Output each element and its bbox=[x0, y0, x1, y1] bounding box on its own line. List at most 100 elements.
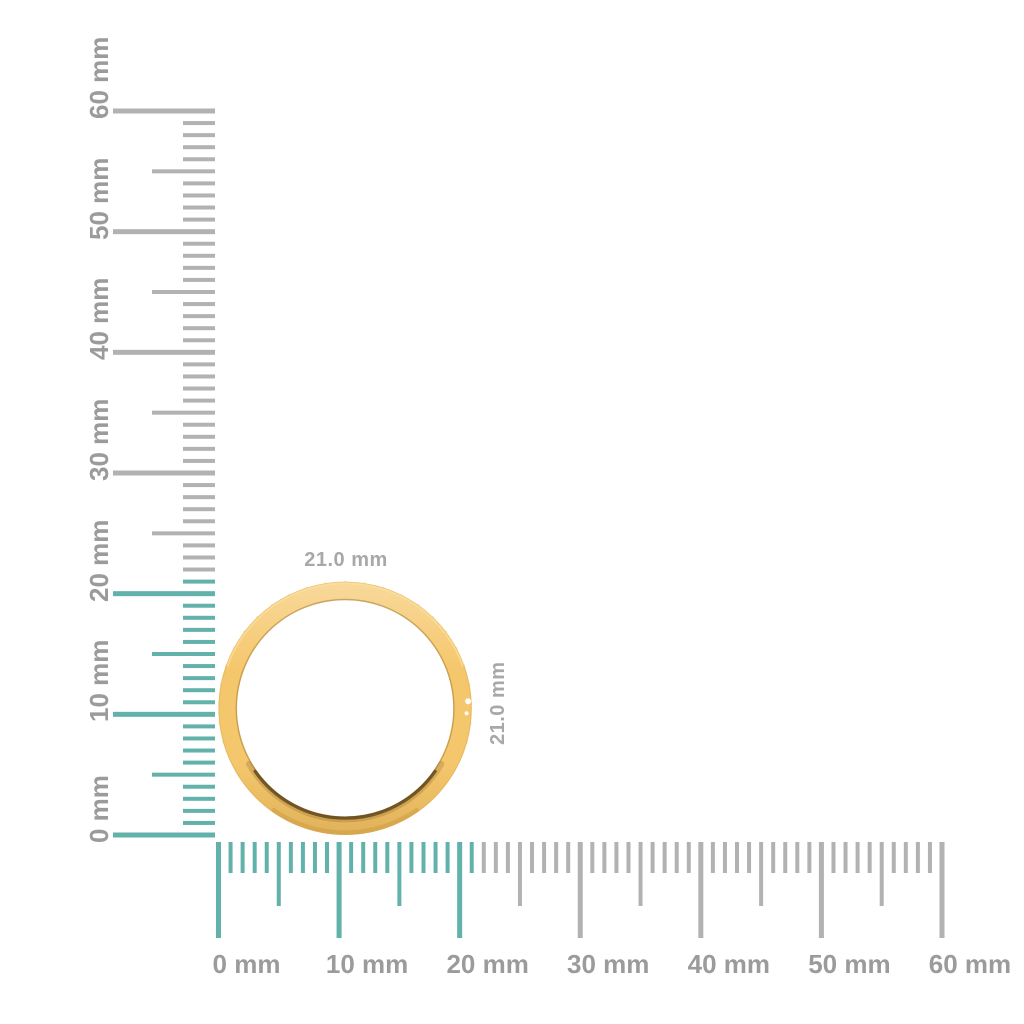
vertical-ruler-tick-30mm bbox=[113, 470, 215, 476]
horizontal-ruler-tick-4mm bbox=[264, 842, 269, 873]
vertical-ruler-tick-1mm bbox=[183, 820, 215, 825]
vertical-ruler-tick-41mm bbox=[183, 338, 215, 343]
horizontal-ruler-tick-16mm bbox=[409, 842, 414, 873]
vertical-ruler-tick-47mm bbox=[183, 265, 215, 270]
horizontal-ruler-tick-41mm bbox=[710, 842, 715, 873]
vertical-ruler-tick-51mm bbox=[183, 217, 215, 222]
horizontal-ruler-tick-35mm bbox=[638, 842, 643, 906]
vertical-ruler-tick-49mm bbox=[183, 241, 215, 246]
diamond-glint bbox=[465, 698, 472, 705]
vertical-ruler-tick-31mm bbox=[183, 458, 215, 463]
vertical-ruler-label-20mm: 20 mm bbox=[84, 519, 114, 602]
horizontal-ruler-tick-59mm bbox=[927, 842, 932, 873]
vertical-ruler-tick-11mm bbox=[183, 700, 215, 705]
vertical-ruler-tick-13mm bbox=[183, 676, 215, 681]
horizontal-ruler-tick-46mm bbox=[771, 842, 776, 873]
horizontal-ruler-tick-53mm bbox=[855, 842, 860, 873]
vertical-ruler-tick-38mm bbox=[183, 374, 215, 379]
horizontal-ruler-tick-9mm bbox=[325, 842, 330, 873]
horizontal-ruler-tick-15mm bbox=[397, 842, 402, 906]
vertical-ruler-tick-60mm bbox=[113, 108, 215, 114]
horizontal-ruler-tick-54mm bbox=[867, 842, 872, 873]
horizontal-ruler-tick-32mm bbox=[602, 842, 607, 873]
vertical-ruler-tick-28mm bbox=[183, 495, 215, 500]
horizontal-ruler-label-20mm: 20 mm bbox=[446, 949, 529, 979]
vertical-ruler-label-0mm: 0 mm bbox=[84, 775, 114, 843]
horizontal-ruler-label-0mm: 0 mm bbox=[212, 949, 281, 979]
horizontal-ruler-tick-48mm bbox=[795, 842, 800, 873]
vertical-ruler bbox=[113, 108, 215, 838]
vertical-ruler-tick-34mm bbox=[183, 422, 215, 427]
vertical-ruler-tick-46mm bbox=[183, 277, 215, 282]
vertical-ruler-tick-50mm bbox=[113, 229, 215, 235]
vertical-ruler-tick-40mm bbox=[113, 349, 215, 355]
vertical-ruler-tick-39mm bbox=[183, 362, 215, 367]
vertical-ruler-tick-26mm bbox=[183, 519, 215, 524]
diamond-glint-small bbox=[464, 711, 469, 716]
vertical-ruler-tick-57mm bbox=[183, 145, 215, 150]
horizontal-ruler-label-40mm: 40 mm bbox=[687, 949, 771, 979]
horizontal-ruler-tick-13mm bbox=[373, 842, 378, 873]
vertical-ruler-label-40mm: 40 mm bbox=[84, 277, 114, 361]
vertical-ruler-tick-27mm bbox=[183, 507, 215, 512]
horizontal-ruler-tick-8mm bbox=[312, 842, 317, 873]
horizontal-ruler-tick-2mm bbox=[240, 842, 245, 873]
horizontal-ruler-tick-29mm bbox=[566, 842, 571, 873]
vertical-ruler-tick-6mm bbox=[183, 760, 215, 765]
gold-ring bbox=[217, 580, 473, 835]
horizontal-ruler-label-10mm: 10 mm bbox=[325, 949, 409, 979]
vertical-ruler-tick-29mm bbox=[183, 483, 215, 488]
horizontal-ruler-tick-20mm bbox=[457, 842, 463, 938]
vertical-ruler-tick-14mm bbox=[183, 664, 215, 669]
vertical-ruler-tick-42mm bbox=[183, 326, 215, 331]
vertical-ruler-label-60mm: 60 mm bbox=[84, 36, 114, 119]
vertical-ruler-tick-19mm bbox=[183, 603, 215, 608]
horizontal-ruler-tick-25mm bbox=[517, 842, 522, 906]
horizontal-ruler-tick-14mm bbox=[385, 842, 390, 873]
vertical-ruler-tick-12mm bbox=[183, 688, 215, 693]
horizontal-ruler-tick-38mm bbox=[674, 842, 679, 873]
horizontal-ruler-tick-57mm bbox=[903, 842, 908, 873]
vertical-ruler-tick-4mm bbox=[183, 784, 215, 789]
vertical-ruler-label-30mm: 30 mm bbox=[84, 398, 114, 481]
vertical-ruler-tick-0mm bbox=[113, 832, 215, 838]
horizontal-ruler-label-50mm: 50 mm bbox=[808, 949, 891, 979]
horizontal-ruler-tick-60mm bbox=[939, 842, 945, 938]
vertical-ruler-tick-53mm bbox=[183, 193, 215, 198]
ring-inner-edge bbox=[235, 598, 455, 818]
horizontal-ruler-tick-34mm bbox=[626, 842, 631, 873]
vertical-ruler-tick-59mm bbox=[183, 121, 215, 126]
vertical-ruler-tick-52mm bbox=[183, 205, 215, 210]
horizontal-ruler-tick-36mm bbox=[650, 842, 655, 873]
horizontal-ruler-tick-5mm bbox=[276, 842, 281, 906]
vertical-ruler-tick-56mm bbox=[183, 157, 215, 162]
horizontal-ruler-tick-22mm bbox=[481, 842, 486, 873]
vertical-ruler-tick-7mm bbox=[183, 748, 215, 753]
vertical-ruler-tick-45mm bbox=[152, 289, 215, 294]
horizontal-ruler-tick-12mm bbox=[361, 842, 366, 873]
vertical-ruler-tick-21mm bbox=[183, 579, 215, 584]
horizontal-ruler-tick-51mm bbox=[831, 842, 836, 873]
horizontal-ruler-tick-43mm bbox=[735, 842, 740, 873]
vertical-ruler-tick-58mm bbox=[183, 133, 215, 138]
horizontal-ruler-tick-33mm bbox=[614, 842, 619, 873]
horizontal-ruler-tick-42mm bbox=[722, 842, 727, 873]
horizontal-ruler-tick-1mm bbox=[228, 842, 233, 873]
vertical-ruler-tick-54mm bbox=[183, 181, 215, 186]
horizontal-ruler-tick-40mm bbox=[698, 842, 704, 938]
vertical-ruler-label-10mm: 10 mm bbox=[84, 639, 114, 723]
vertical-ruler-tick-35mm bbox=[152, 410, 215, 415]
horizontal-ruler-tick-52mm bbox=[843, 842, 848, 873]
vertical-ruler-tick-15mm bbox=[152, 651, 215, 656]
ring-outer-shadow bbox=[271, 807, 419, 835]
vertical-ruler-tick-8mm bbox=[183, 736, 215, 741]
horizontal-ruler-tick-23mm bbox=[493, 842, 498, 873]
height-dimension-label: 21.0 mm bbox=[487, 661, 509, 745]
horizontal-ruler-tick-30mm bbox=[577, 842, 583, 938]
ring-inner-shadow bbox=[253, 769, 437, 820]
horizontal-ruler-tick-39mm bbox=[686, 842, 691, 873]
ring-top-highlight bbox=[226, 582, 464, 667]
horizontal-ruler-tick-11mm bbox=[349, 842, 354, 873]
